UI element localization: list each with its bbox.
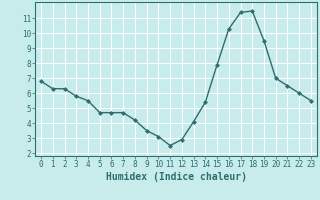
X-axis label: Humidex (Indice chaleur): Humidex (Indice chaleur) [106, 172, 246, 182]
